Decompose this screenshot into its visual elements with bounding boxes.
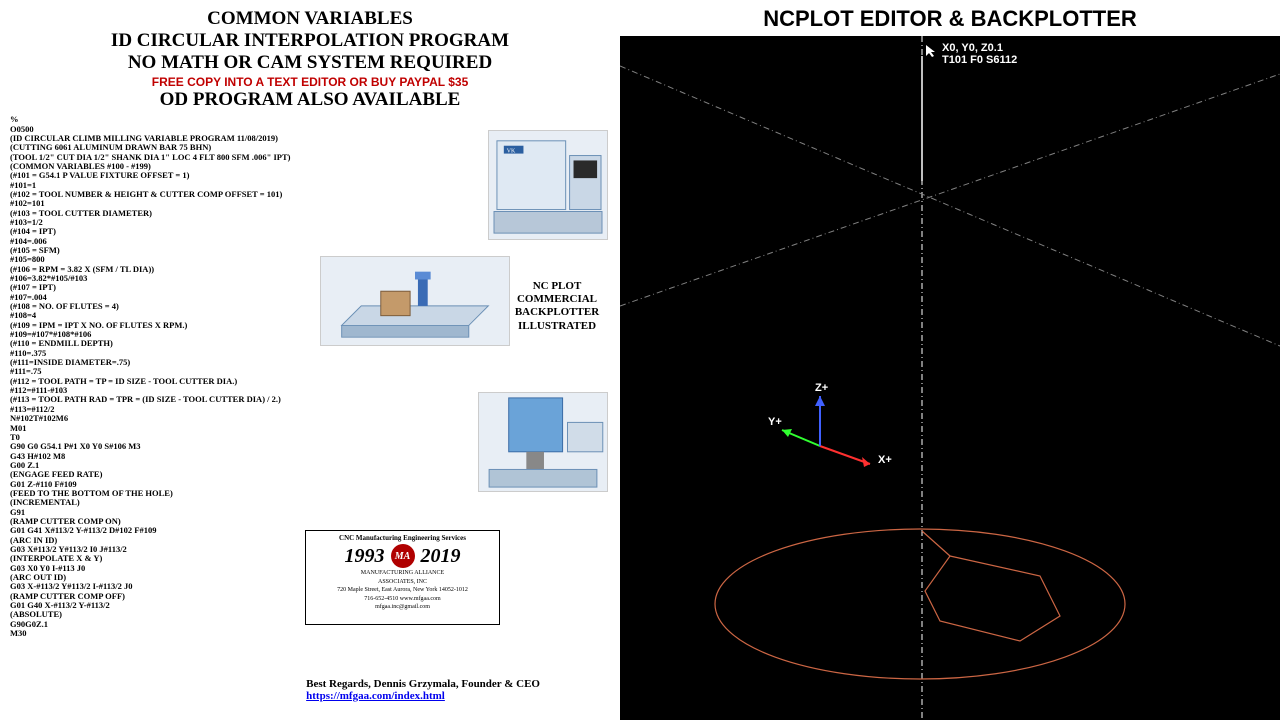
plot-viewport[interactable]: X0, Y0, Z0.1 T101 F0 S6112	[620, 36, 1280, 720]
axis-triad	[770, 386, 890, 496]
machine-image-spindle	[478, 392, 608, 492]
title-red: FREE COPY INTO A TEXT EDITOR OR BUY PAYP…	[10, 76, 610, 90]
card-sub1: MANUFACTURING ALLIANCE	[309, 570, 496, 577]
ncplot-title: NCPLOT EDITOR & BACKPLOTTER	[620, 6, 1280, 32]
left-document-panel: COMMON VARIABLES ID CIRCULAR INTERPOLATI…	[0, 0, 620, 720]
signoff-text: Best Regards, Dennis Grzymala, Founder &…	[306, 678, 540, 690]
machine-image-vmc: VK	[488, 130, 608, 240]
ncplot-panel: NCPLOT EDITOR & BACKPLOTTER X0, Y0, Z0.1…	[620, 0, 1280, 720]
axis-x-label: X+	[878, 454, 892, 466]
card-phone: 716-652-4510 www.mfgaa.com	[309, 596, 496, 603]
card-sub2: ASSOCIATES, INC	[309, 579, 496, 586]
title-line-3: NO MATH OR CAM SYSTEM REQUIRED	[10, 52, 610, 74]
signoff-link[interactable]: https://mfgaa.com/index.html	[306, 690, 445, 702]
card-email: mfgaa.inc@gmail.com	[309, 604, 496, 611]
machine-image-table	[320, 256, 510, 346]
card-year-2: 2019	[421, 545, 461, 568]
title-line-1: COMMON VARIABLES	[10, 8, 610, 30]
ncplot-caption: NC PLOT COMMERCIAL BACKPLOTTER ILLUSTRAT…	[512, 280, 602, 333]
card-addr: 720 Maple Street, East Aurora, New York …	[309, 587, 496, 594]
business-card: CNC Manufacturing Engineering Services 1…	[305, 530, 500, 625]
title-line-4: OD PROGRAM ALSO AVAILABLE	[10, 89, 610, 111]
axis-z-label: Z+	[815, 382, 828, 394]
card-logo: MA	[391, 544, 415, 568]
title-line-2: ID CIRCULAR INTERPOLATION PROGRAM	[10, 30, 610, 52]
svg-text:VK: VK	[507, 149, 516, 155]
plot-svg	[620, 36, 1280, 720]
signoff-block: Best Regards, Dennis Grzymala, Founder &…	[306, 678, 540, 702]
card-top: CNC Manufacturing Engineering Services	[309, 534, 496, 542]
card-year-1: 1993	[345, 545, 385, 568]
axis-y-label: Y+	[768, 416, 782, 428]
